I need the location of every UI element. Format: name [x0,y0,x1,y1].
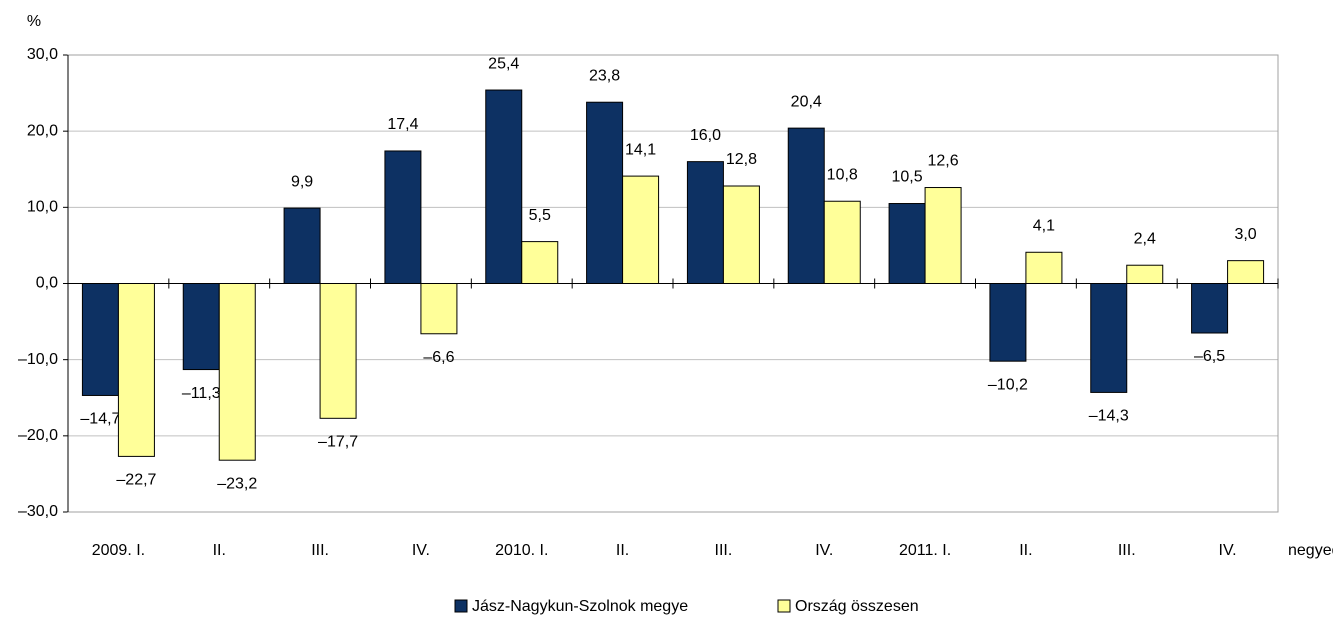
y-tick-label: 30,0 [27,46,58,63]
bar [722,185,760,284]
legend-swatch [454,599,468,613]
bar [924,187,962,284]
data-label: –22,7 [116,472,156,489]
x-tick-label: 2009. I. [92,542,145,559]
data-label: –10,2 [988,376,1028,393]
bar [1090,283,1128,393]
bar [485,89,523,284]
bar [81,283,119,396]
data-label: –23,2 [217,475,257,492]
x-tick-label: 2011. I. [899,542,951,559]
data-label: 16,0 [690,127,721,144]
bar [1126,264,1164,285]
x-tick-label: II. [1019,542,1032,559]
data-label: 10,8 [827,166,858,183]
data-label: –14,7 [80,411,120,428]
data-label: 3,0 [1234,226,1256,243]
y-tick-label: 0,0 [36,275,58,292]
y-tick-label: –20,0 [18,427,58,444]
data-label: 20,4 [791,93,822,110]
legend-label: Jász-Nagykun-Szolnok megye [472,598,688,615]
data-label: 23,8 [589,67,620,84]
bar [182,283,220,371]
x-tick-label: 2010. I. [495,542,548,559]
data-label: 10,5 [892,169,923,186]
x-tick-label: IV. [1219,542,1237,559]
bar [117,283,155,457]
data-label: 9,9 [291,173,313,190]
data-label: 12,6 [928,153,959,170]
x-tick-label: II. [616,542,629,559]
data-label: –14,3 [1089,408,1129,425]
bar [384,150,422,284]
x-tick-label: II. [213,542,226,559]
data-label: 4,1 [1033,217,1055,234]
bar [1191,283,1229,334]
bar [989,283,1027,362]
bar [1025,251,1063,284]
bar [823,200,861,285]
data-label: 25,4 [488,55,519,72]
bar [1227,260,1265,284]
data-label: 5,5 [529,207,551,224]
y-tick-label: –10,0 [18,351,58,368]
x-tick-label: III. [715,542,733,559]
bar [218,283,256,461]
bar [888,203,926,284]
y-tick-label: –30,0 [18,503,58,520]
legend-swatch [777,599,791,613]
bar [283,207,321,284]
bar [420,283,458,335]
data-label: 17,4 [387,116,418,133]
y-tick-label: 20,0 [27,122,58,139]
bar [686,161,724,284]
data-label: 12,8 [726,151,757,168]
data-label: –6,5 [1194,348,1225,365]
x-tick-label: IV. [412,542,430,559]
x-tick-label: IV. [815,542,833,559]
data-label: –17,7 [318,434,358,451]
x-axis-label: negyedév [1288,542,1333,559]
y-tick-label: 10,0 [27,199,58,216]
y-axis-label: % [27,13,41,30]
bar [586,101,624,285]
x-tick-label: III. [311,542,329,559]
data-label: –11,3 [182,385,221,402]
legend-label: Ország összesen [795,598,919,615]
data-label: –6,6 [423,349,454,366]
data-label: 2,4 [1134,230,1156,247]
x-tick-label: III. [1118,542,1136,559]
bar [622,175,660,284]
bar [319,283,357,419]
bar [521,241,559,285]
bar [787,127,825,284]
data-label: 14,1 [625,141,656,158]
